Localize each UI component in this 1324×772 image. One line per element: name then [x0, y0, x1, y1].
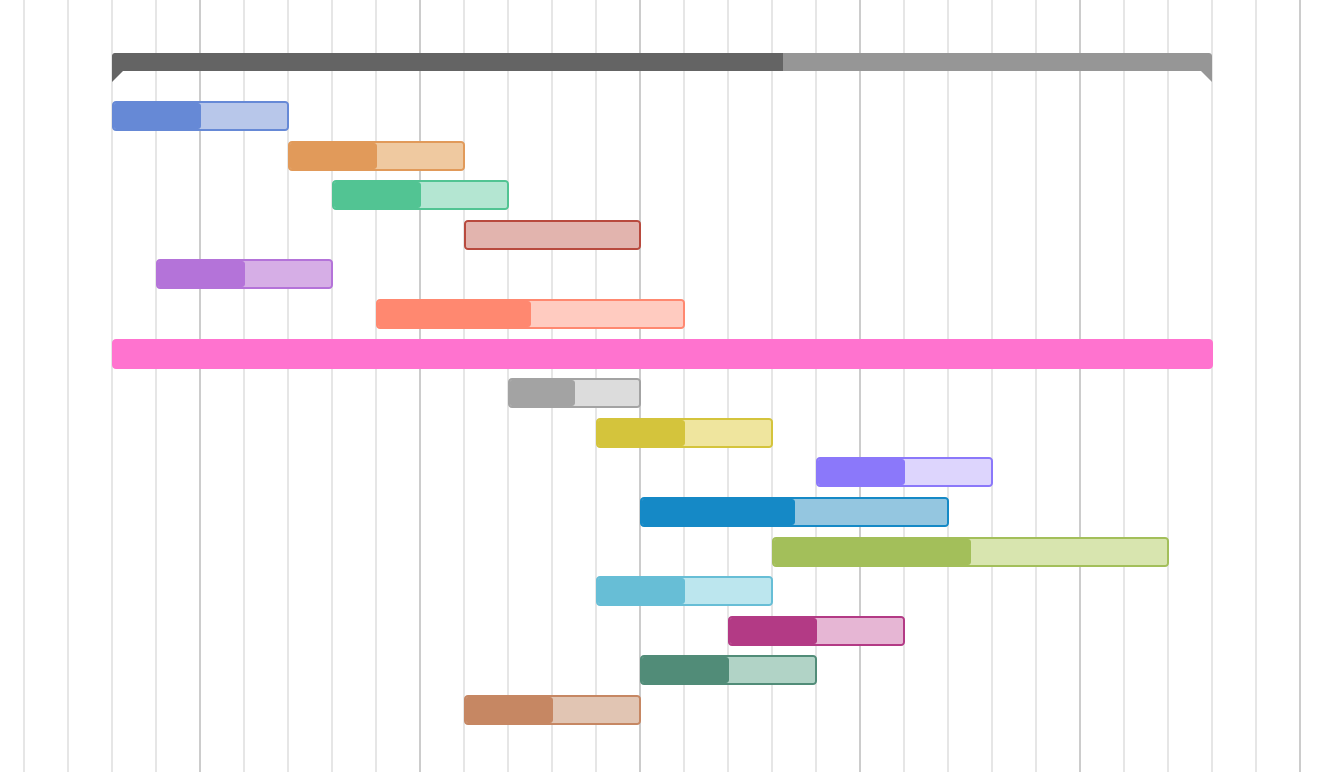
task-bar[interactable] — [640, 655, 817, 685]
major-gridline — [1299, 0, 1301, 772]
task-bar[interactable] — [772, 537, 1169, 567]
gridline — [243, 0, 245, 772]
task-progress — [290, 143, 377, 169]
gridline — [815, 0, 817, 772]
task-bar[interactable] — [156, 259, 333, 289]
task-bar[interactable] — [464, 695, 641, 725]
gridline — [463, 0, 465, 772]
gridline — [727, 0, 729, 772]
major-gridline — [199, 0, 201, 772]
task-bar[interactable] — [596, 418, 773, 448]
task-bar[interactable] — [640, 497, 949, 527]
task-progress — [158, 261, 245, 287]
gridline — [1123, 0, 1125, 772]
task-bar[interactable] — [288, 141, 465, 171]
task-bar[interactable] — [464, 220, 641, 250]
gridline — [287, 0, 289, 772]
task-progress — [334, 182, 421, 208]
task-progress — [730, 618, 817, 644]
gridline — [155, 0, 157, 772]
summary-start-marker — [112, 71, 123, 82]
task-bar[interactable] — [332, 180, 509, 210]
task-bar[interactable] — [112, 339, 1213, 369]
summary-end-marker — [1201, 71, 1212, 82]
task-bar[interactable] — [376, 299, 685, 329]
gridline — [375, 0, 377, 772]
gridline — [1167, 0, 1169, 772]
task-progress — [642, 499, 795, 525]
task-bar[interactable] — [728, 616, 905, 646]
task-progress — [598, 578, 685, 604]
gridline — [1255, 0, 1257, 772]
gridline — [111, 0, 113, 772]
task-bar[interactable] — [596, 576, 773, 606]
gridline — [67, 0, 69, 772]
task-progress — [378, 301, 531, 327]
task-progress — [510, 380, 575, 406]
task-bar[interactable] — [816, 457, 993, 487]
task-progress — [818, 459, 905, 485]
gridline — [947, 0, 949, 772]
task-progress — [774, 539, 971, 565]
gridline — [1035, 0, 1037, 772]
gridline — [903, 0, 905, 772]
gridline — [23, 0, 25, 772]
major-gridline — [859, 0, 861, 772]
major-gridline — [1079, 0, 1081, 772]
summary-progress — [112, 53, 783, 71]
gridline — [1211, 0, 1213, 772]
major-gridline — [419, 0, 421, 772]
task-progress — [598, 420, 685, 446]
task-bar[interactable] — [112, 101, 289, 131]
task-bar[interactable] — [508, 378, 641, 408]
task-progress — [114, 103, 201, 129]
gridline — [771, 0, 773, 772]
task-progress — [642, 657, 729, 683]
task-progress — [466, 697, 553, 723]
gridline — [683, 0, 685, 772]
summary-bar[interactable] — [112, 53, 1212, 71]
gridline — [991, 0, 993, 772]
gridline — [331, 0, 333, 772]
